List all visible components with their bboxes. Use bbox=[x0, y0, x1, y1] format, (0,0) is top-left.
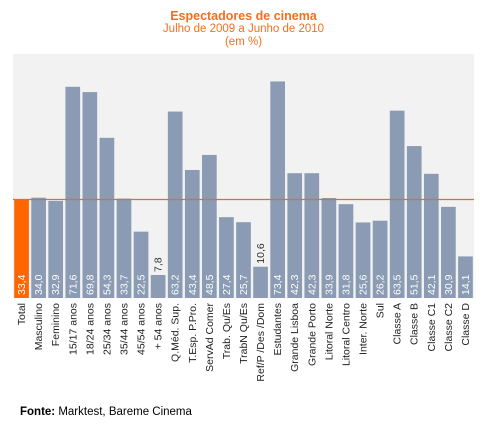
data-label: 42,1 bbox=[426, 274, 438, 295]
data-label: 33,4 bbox=[16, 274, 28, 295]
data-label: 51,5 bbox=[409, 274, 421, 295]
bar bbox=[202, 154, 217, 298]
source-label: Fonte: bbox=[20, 406, 56, 418]
bar bbox=[99, 137, 115, 298]
bar bbox=[423, 173, 439, 298]
category-label: Classe D bbox=[460, 303, 472, 346]
bar bbox=[287, 173, 303, 298]
category-label: TrabN Qu/Es bbox=[238, 303, 250, 364]
data-label: 43,4 bbox=[187, 274, 199, 295]
category-label: 35/44 anos bbox=[118, 303, 130, 355]
bar bbox=[372, 220, 388, 298]
category-label: 25/34 anos bbox=[101, 303, 113, 355]
bar bbox=[321, 198, 337, 298]
category-label: Feminino bbox=[50, 303, 62, 346]
bar bbox=[116, 198, 132, 298]
data-label: 54,3 bbox=[101, 274, 113, 295]
data-label: 69,8 bbox=[84, 274, 96, 295]
bar bbox=[14, 199, 29, 298]
data-label: 32,9 bbox=[50, 274, 62, 295]
data-label: 33,7 bbox=[118, 274, 130, 295]
category-label: Litoral Norte bbox=[323, 303, 335, 360]
bar bbox=[441, 206, 456, 298]
data-label: 26,2 bbox=[375, 274, 387, 295]
category-label: 18/24 anos bbox=[84, 303, 96, 355]
data-label: 33,9 bbox=[323, 274, 335, 295]
data-label: 25,7 bbox=[238, 274, 250, 295]
data-label: 27,4 bbox=[221, 274, 233, 295]
category-label: Total bbox=[16, 303, 28, 325]
data-label: 30,9 bbox=[443, 274, 455, 295]
data-label: 22,5 bbox=[136, 274, 148, 295]
category-label: Classe C1 bbox=[426, 303, 438, 352]
bar bbox=[167, 111, 183, 298]
source-note: Fonte: Marktest, Bareme Cinema bbox=[20, 406, 192, 418]
data-label: 7,8 bbox=[153, 257, 165, 272]
category-label: 45/54 anos bbox=[136, 303, 148, 355]
category-label: Classe C2 bbox=[443, 303, 455, 352]
bar bbox=[184, 169, 200, 298]
category-label: Classe B bbox=[409, 303, 421, 345]
bar bbox=[150, 274, 166, 298]
category-label: T.Esp. P.Pro. bbox=[187, 303, 199, 363]
bar bbox=[82, 92, 98, 298]
category-label: Estudantes bbox=[272, 303, 284, 356]
data-label: 42,3 bbox=[306, 274, 318, 295]
category-label: Q.Méd. Sup. bbox=[170, 303, 182, 362]
chart-subtitle: Julho de 2009 a Junho de 2010 bbox=[162, 23, 325, 35]
bar bbox=[355, 222, 371, 298]
bar bbox=[219, 217, 234, 298]
data-label: 63,5 bbox=[392, 274, 404, 295]
chart-title: Espectadores de cinema bbox=[170, 9, 317, 23]
category-label: Classe A bbox=[392, 303, 404, 344]
category-label: Trab. Qu/Es bbox=[221, 303, 233, 359]
data-label: 31,8 bbox=[340, 274, 352, 295]
bar bbox=[338, 204, 354, 298]
category-label: Inter. Norte bbox=[358, 303, 370, 355]
category-label: Masculino bbox=[33, 303, 45, 350]
category-label: Ref/P /Des /Dom bbox=[255, 303, 267, 382]
category-label: Sul bbox=[375, 303, 387, 318]
data-label: 10,6 bbox=[255, 243, 267, 264]
bar bbox=[389, 110, 405, 298]
data-label: 42,3 bbox=[289, 274, 301, 295]
category-label: Grande Lisboa bbox=[289, 303, 301, 372]
bar bbox=[48, 200, 64, 298]
data-label: 48,5 bbox=[204, 274, 216, 295]
category-label: + 54 anos bbox=[153, 303, 165, 349]
data-label: 14,1 bbox=[460, 274, 472, 295]
bar bbox=[270, 81, 285, 298]
category-label: ServAd Comer bbox=[204, 303, 216, 372]
bar bbox=[406, 146, 422, 298]
data-label: 25,6 bbox=[358, 274, 370, 295]
data-label: 34,0 bbox=[33, 274, 45, 295]
category-label: Litoral Centro bbox=[340, 303, 352, 366]
bar bbox=[253, 266, 268, 298]
category-label: 15/17 anos bbox=[67, 303, 79, 355]
bar bbox=[65, 86, 81, 298]
bar bbox=[304, 173, 320, 298]
data-label: 63,2 bbox=[170, 274, 182, 295]
data-label: 71,6 bbox=[67, 274, 79, 295]
chart-unit: (em %) bbox=[224, 36, 263, 48]
bar bbox=[133, 231, 149, 299]
bar bbox=[458, 256, 473, 298]
bar bbox=[31, 197, 46, 298]
category-label: Grande Porto bbox=[306, 303, 318, 366]
bar bbox=[236, 222, 251, 298]
source-text: Marktest, Bareme Cinema bbox=[55, 406, 192, 418]
data-label: 73,4 bbox=[272, 274, 284, 295]
